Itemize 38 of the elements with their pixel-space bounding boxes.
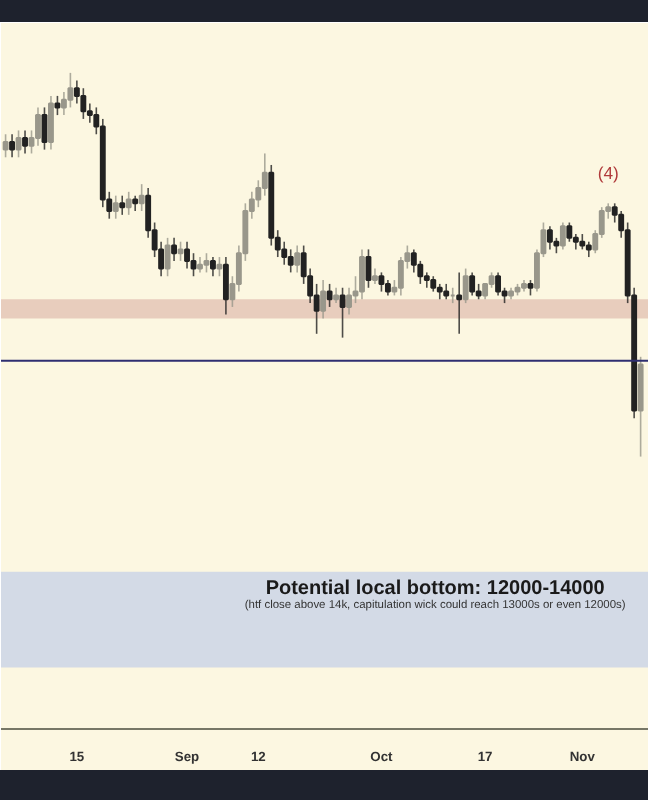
candlestick <box>320 279 327 320</box>
candlestick <box>67 72 74 109</box>
candlestick <box>119 194 126 216</box>
candlestick <box>378 271 385 293</box>
candlestick <box>359 248 365 301</box>
candlestick <box>294 244 301 274</box>
candlestick <box>80 87 87 120</box>
candlestick <box>326 283 333 308</box>
candlestick <box>112 194 119 220</box>
candlestick <box>48 95 54 151</box>
annotation: (4) <box>597 163 620 184</box>
candlestick <box>456 271 463 335</box>
candlestick <box>210 256 216 278</box>
candlestick <box>339 286 346 339</box>
candlestick <box>177 240 184 262</box>
candlestick <box>171 237 178 262</box>
candlestick <box>9 133 16 159</box>
candlestick <box>138 183 145 212</box>
candlestick <box>559 221 566 251</box>
candlestick <box>546 225 553 251</box>
candlestick <box>462 267 469 304</box>
candlestick <box>287 248 294 274</box>
candlestick <box>184 240 190 270</box>
candlestick <box>15 129 22 159</box>
candlestick <box>2 133 9 159</box>
candlestick <box>566 221 573 243</box>
candlestick <box>203 252 210 274</box>
candlestick <box>54 95 61 116</box>
candlestick <box>222 256 229 316</box>
candlestick <box>495 271 502 297</box>
candlestick <box>35 106 41 147</box>
candlestick <box>216 256 223 278</box>
candlestick <box>637 356 644 458</box>
candlestick <box>22 129 28 155</box>
band-label: Potential local bottom: 12000-14000 <box>265 578 606 601</box>
candlestick <box>125 191 132 216</box>
candlestick <box>469 271 476 297</box>
candlestick <box>164 237 171 278</box>
